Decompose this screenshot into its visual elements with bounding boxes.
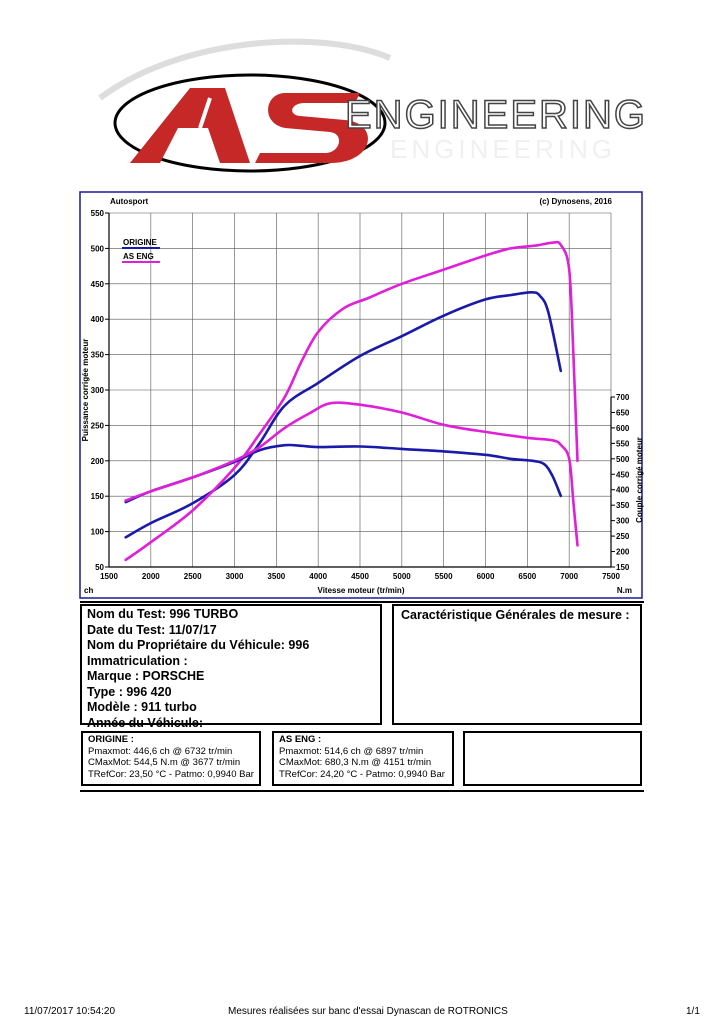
results-aseng-box: AS ENG : Pmaxmot: 514,6 ch @ 6897 tr/min… xyxy=(272,731,454,786)
aseng-power-line xyxy=(124,240,579,562)
right-tick-label: 700 xyxy=(616,393,630,402)
characteristics-title: Caractéristique Générales de mesure : xyxy=(401,608,630,622)
footer-page: 1/1 xyxy=(686,1006,700,1017)
test-date: Date du Test: 11/07/17 xyxy=(87,622,217,637)
right-tick-label: 650 xyxy=(616,408,630,417)
origine-pmax: Pmaxmot: 446,6 ch @ 6732 tr/min xyxy=(88,745,233,757)
right-tick-label: 150 xyxy=(616,563,630,572)
right-tick-label: 500 xyxy=(616,455,630,464)
x-axis-unit-right: N.m xyxy=(617,586,632,595)
right-tick-label: 600 xyxy=(616,424,630,433)
origine-power-line xyxy=(124,290,563,539)
chart-legend: ORIGINE AS ENG xyxy=(122,238,160,263)
x-tick-label: 5500 xyxy=(435,572,453,581)
as-engineering-logo: ENGINEERING ENGINEERING xyxy=(98,38,647,173)
left-axis-label: Puissance corrigée moteur xyxy=(81,339,90,442)
chart-grid xyxy=(108,212,612,568)
x-tick-label: 6000 xyxy=(477,572,495,581)
svg-text:ENGINEERING: ENGINEERING xyxy=(390,134,616,164)
aseng-torque-line xyxy=(124,401,579,547)
results-origine-box: ORIGINE : Pmaxmot: 446,6 ch @ 6732 tr/mi… xyxy=(81,731,261,786)
x-tick-label: 1500 xyxy=(100,572,118,581)
right-tick-label: 450 xyxy=(616,470,630,479)
aseng-title: AS ENG : xyxy=(279,734,322,745)
aseng-pmax: Pmaxmot: 514,6 ch @ 6897 tr/min xyxy=(279,745,424,757)
x-tick-label: 2000 xyxy=(142,572,160,581)
left-tick-label: 500 xyxy=(91,244,105,253)
left-tick-label: 100 xyxy=(91,528,105,537)
left-tick-label: 400 xyxy=(91,315,105,324)
footer-note: Mesures réalisées sur banc d'essai Dynas… xyxy=(228,1006,508,1017)
x-tick-label: 4500 xyxy=(351,572,369,581)
chart-header-right: (c) Dynosens, 2016 xyxy=(540,197,613,206)
footer-timestamp: 11/07/2017 10:54:20 xyxy=(24,1006,116,1017)
x-tick-label: 7500 xyxy=(602,572,620,581)
chart-header-left: Autosport xyxy=(110,197,149,206)
owner-name: Nom du Propriétaire du Véhicule: 996 xyxy=(87,638,310,652)
x-tick-label: 3500 xyxy=(267,572,285,581)
left-tick-label: 350 xyxy=(91,351,105,360)
left-tick-label: 550 xyxy=(91,209,105,218)
chart-frame xyxy=(79,191,643,599)
right-tick-label: 400 xyxy=(616,486,630,495)
right-axis-label: Couple corrigé moteur xyxy=(635,437,644,523)
registration: Immatriculation : xyxy=(87,653,188,668)
right-tick-label: 300 xyxy=(616,517,630,526)
dyno-chart: Autosport (c) Dynosens, 2016 1500 2000 250… xyxy=(79,191,644,599)
results-empty-box xyxy=(463,731,642,786)
legend-origine: ORIGINE xyxy=(123,238,157,247)
origine-tref: TRefCor: 23,50 °C - Patmo: 0,9940 Bar xyxy=(88,768,254,780)
left-tick-label: 200 xyxy=(91,457,105,466)
right-tick-label: 200 xyxy=(616,548,630,557)
left-tick-label: 250 xyxy=(91,421,105,430)
brand: Marque : PORSCHE xyxy=(87,669,205,683)
logo-letter-a xyxy=(130,88,250,163)
aseng-cmax: CMaxMot: 680,3 N.m @ 4151 tr/min xyxy=(279,757,432,768)
x-tick-label: 3000 xyxy=(226,572,244,581)
x-axis-unit-left: ch xyxy=(84,586,93,595)
aseng-tref: TRefCor: 24,20 °C - Patmo: 0,9940 Bar xyxy=(279,768,445,780)
vehicle-year: Année du Véhicule: xyxy=(87,715,203,730)
origine-title: ORIGINE : xyxy=(88,734,134,745)
right-tick-label: 350 xyxy=(616,501,630,510)
x-axis-label: Vitesse moteur (tr/min) xyxy=(318,586,405,595)
left-tick-label: 150 xyxy=(91,492,105,501)
origine-cmax: CMaxMot: 544,5 N.m @ 3677 tr/min xyxy=(88,757,241,768)
chart-series xyxy=(124,240,579,562)
x-tick-label: 2500 xyxy=(184,572,202,581)
legend-aseng: AS ENG xyxy=(123,252,154,261)
right-tick-label: 250 xyxy=(616,532,630,541)
test-name: Nom du Test: 996 TURBO xyxy=(87,607,239,621)
origine-torque-line xyxy=(124,443,563,504)
right-tick-label: 550 xyxy=(616,439,630,448)
characteristics-box: Caractéristique Générales de mesure : xyxy=(392,604,642,725)
x-tick-label: 7000 xyxy=(560,572,578,581)
test-info-box: Nom du Test: 996 TURBO Date du Test: 11/… xyxy=(80,604,382,730)
model: Modèle : 911 turbo xyxy=(87,700,197,714)
logo-letter-s xyxy=(255,93,368,163)
left-tick-label: 450 xyxy=(91,280,105,289)
left-tick-label: 300 xyxy=(91,386,105,395)
logo-text: ENGINEERING xyxy=(345,93,647,137)
x-tick-label: 4000 xyxy=(309,572,327,581)
divider-bottom xyxy=(80,790,644,792)
chart-axes: 1500 2000 2500 3000 3500 4000 4500 5000 5500 6000… xyxy=(91,209,630,581)
vehicle-type: Type : 996 420 xyxy=(87,684,172,699)
left-tick-label: 50 xyxy=(95,563,104,572)
x-tick-label: 5000 xyxy=(393,572,411,581)
divider-top xyxy=(80,601,644,603)
x-tick-label: 6500 xyxy=(518,572,536,581)
